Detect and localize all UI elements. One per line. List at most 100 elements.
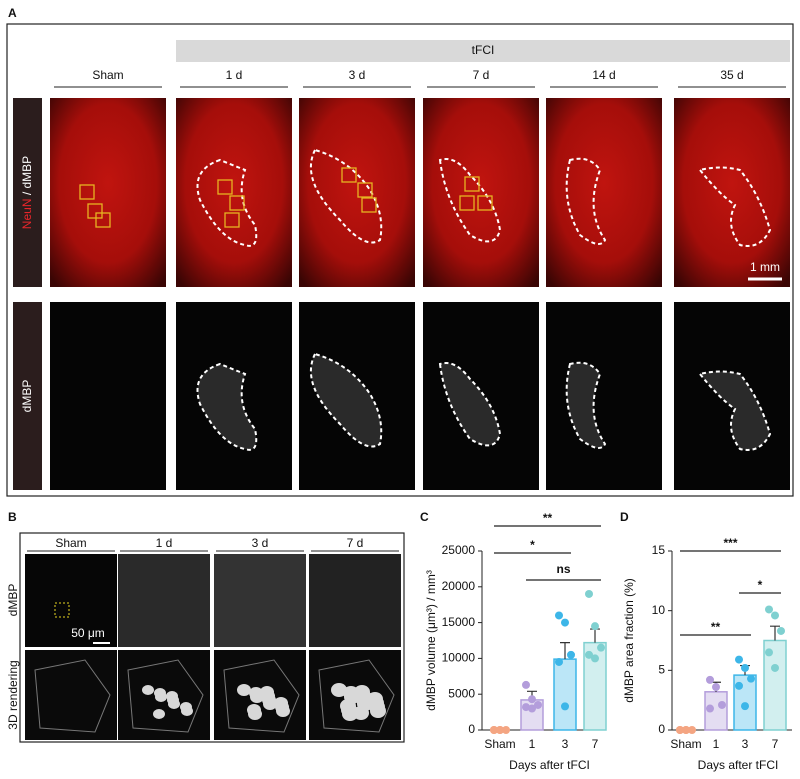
roi-box — [224, 212, 240, 228]
row-label: dMBP — [20, 380, 34, 413]
rendered-blob — [153, 709, 165, 719]
data-point — [735, 655, 743, 664]
y-tick-label: 5000 — [448, 686, 475, 700]
group-label: tFCI — [472, 43, 495, 57]
rendered-blob — [354, 685, 370, 699]
x-tick-label: 3 — [562, 737, 569, 751]
column-label: 7 d — [473, 68, 490, 82]
data-point — [741, 663, 749, 672]
data-point — [522, 680, 530, 689]
column-label: 14 d — [592, 68, 615, 82]
rendered-blob — [166, 691, 178, 701]
data-point — [585, 650, 593, 659]
rendered-blob — [247, 704, 261, 716]
lesion-outline — [438, 158, 502, 243]
scale-bar-label: 50 μm — [71, 626, 105, 640]
error-bar — [770, 625, 780, 641]
data-point — [591, 622, 599, 631]
data-point — [706, 675, 714, 684]
data-point — [585, 589, 593, 598]
lesion-outline — [565, 361, 607, 449]
data-point — [712, 683, 720, 692]
row-label: dMBP — [6, 584, 20, 617]
data-point — [502, 726, 510, 734]
dmbp-image — [309, 554, 401, 647]
data-point — [771, 663, 779, 672]
dmbp-image — [176, 302, 292, 490]
roi-box — [361, 197, 377, 213]
row-label: 3D rendering — [6, 660, 20, 729]
y-tick-label: 10 — [652, 603, 666, 617]
column-label: Sham — [92, 68, 123, 82]
column-label: 3 d — [349, 68, 366, 82]
y-tick-label: 15000 — [442, 615, 476, 629]
data-point — [561, 702, 569, 711]
x-tick-label: Sham — [484, 737, 515, 751]
bar — [553, 658, 577, 731]
column-label: 1 d — [226, 68, 243, 82]
panel-frame — [19, 532, 405, 743]
dmbp-image — [118, 554, 210, 647]
y-axis-label: dMBP area fraction (%) — [622, 578, 636, 703]
roi-box — [87, 203, 103, 219]
rendered-blob — [274, 697, 288, 709]
rendered-blob — [353, 706, 369, 720]
significance-label: ** — [711, 620, 721, 634]
scale-bar-label: 1 mm — [750, 260, 780, 274]
x-tick-label: 1 — [713, 737, 720, 751]
dmbp-image — [50, 302, 166, 490]
roi-box — [229, 195, 245, 211]
column-label: 3 d — [252, 536, 269, 550]
x-axis-label: Days after tFCI — [698, 758, 779, 772]
data-point — [765, 648, 773, 657]
row-label: NeuN / dMBP — [20, 156, 34, 229]
y-tick-label: 0 — [468, 722, 475, 736]
data-point — [676, 726, 684, 734]
roi-box — [341, 167, 357, 183]
data-point — [528, 695, 536, 704]
data-point — [591, 654, 599, 663]
roi-box — [459, 195, 475, 211]
y-tick-label: 5 — [658, 663, 665, 677]
column-label: Sham — [55, 536, 86, 550]
data-point — [735, 681, 743, 690]
fluorescence-image — [674, 98, 790, 287]
significance-label: ns — [556, 562, 570, 576]
rendering-box — [34, 659, 111, 733]
rendered-blob — [340, 699, 356, 713]
data-point — [777, 626, 785, 635]
significance-label: * — [758, 578, 763, 592]
data-point — [522, 703, 530, 712]
significance-label: ** — [543, 511, 553, 525]
data-point — [597, 643, 605, 652]
lesion-outline — [698, 166, 772, 247]
rendering-box — [318, 659, 395, 733]
data-point — [496, 726, 504, 734]
column-label: 7 d — [347, 536, 364, 550]
rendering-box — [127, 659, 204, 733]
panel-label: D — [620, 510, 629, 524]
data-point — [528, 704, 536, 713]
dmbp-image — [423, 302, 539, 490]
panel-label: A — [8, 6, 17, 20]
fluorescence-image — [423, 98, 539, 287]
rendered-blob — [331, 683, 347, 697]
column-label: 35 d — [720, 68, 743, 82]
rendering-box — [223, 659, 300, 733]
lesion-outline — [565, 157, 607, 245]
roi-box — [357, 182, 373, 198]
panel-frame — [6, 23, 794, 497]
data-point — [718, 700, 726, 709]
fluorescence-image — [546, 98, 662, 287]
x-tick-label: 7 — [592, 737, 599, 751]
y-tick-label: 0 — [658, 722, 665, 736]
y-axis-label: dMBP volume (μm³) / mm³ — [424, 570, 438, 711]
data-point — [765, 605, 773, 614]
row-label-part: dMBP — [20, 380, 34, 413]
data-point — [706, 704, 714, 713]
panel-label: C — [420, 510, 429, 524]
data-point — [561, 618, 569, 627]
data-point — [688, 726, 696, 734]
roi-box — [464, 176, 480, 192]
